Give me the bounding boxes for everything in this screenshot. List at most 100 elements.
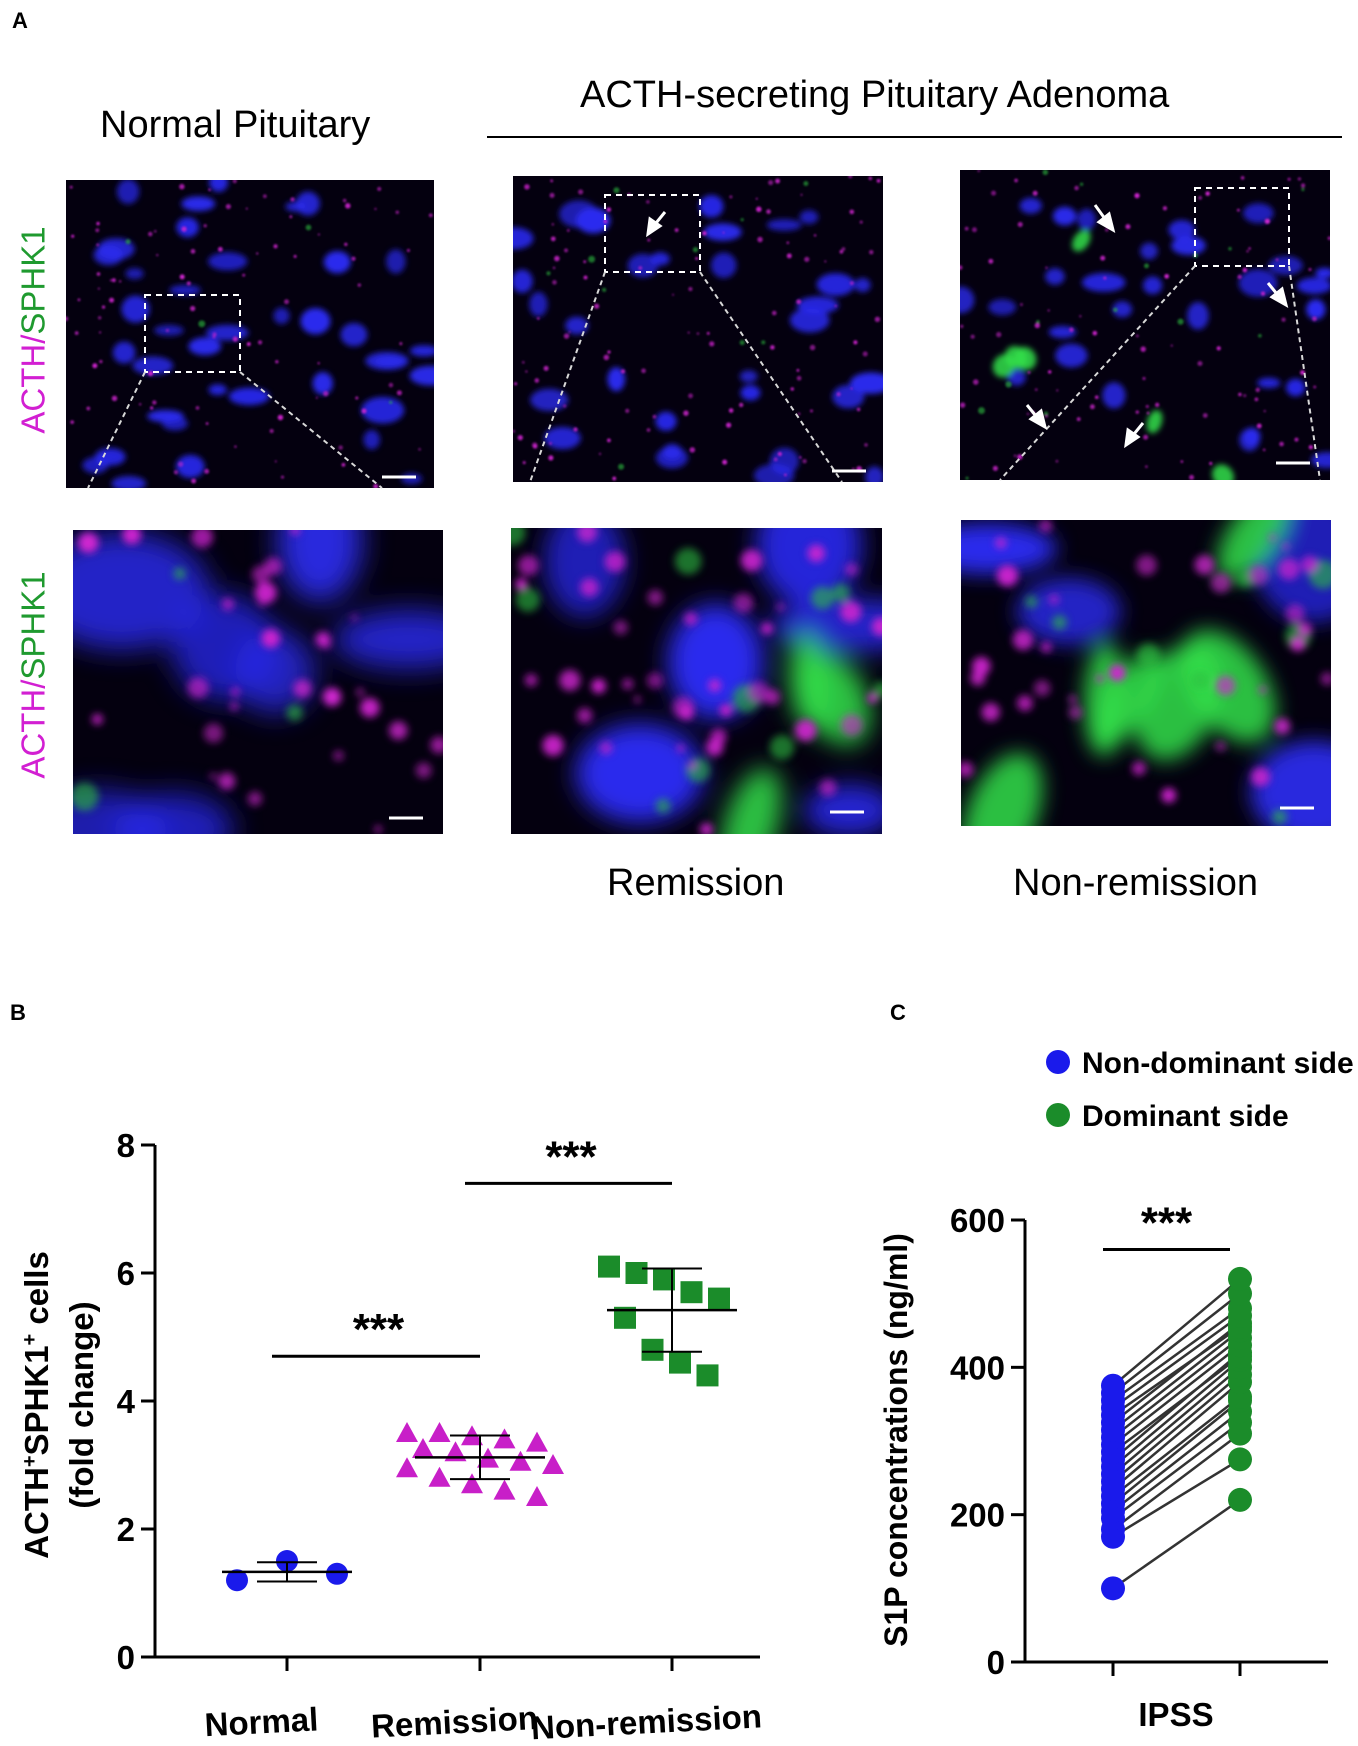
pair-line xyxy=(1112,1373,1241,1483)
pair-line xyxy=(1112,1410,1241,1512)
pair-line xyxy=(1112,1307,1241,1402)
y-tick-label-b: 0 xyxy=(117,1639,135,1676)
micrograph-nonremission-zoom xyxy=(961,520,1331,826)
data-point-remission xyxy=(526,1486,548,1506)
pair-line xyxy=(1112,1344,1241,1446)
pair-line xyxy=(1112,1329,1241,1431)
pair-line xyxy=(1112,1366,1241,1476)
legend-label-non-dominant: Non-dominant side xyxy=(1082,1047,1354,1080)
data-point-nonremission xyxy=(653,1268,675,1291)
pair-line xyxy=(1112,1336,1241,1439)
data-point-nonremission xyxy=(696,1364,719,1387)
data-point-remission xyxy=(396,1457,418,1478)
legend-label-dominant: Dominant side xyxy=(1082,1100,1289,1133)
arrow-icon xyxy=(646,211,667,238)
data-point-dominant xyxy=(1228,1447,1252,1472)
data-point-remission xyxy=(493,1428,516,1449)
panel-c-letter: C xyxy=(890,1000,906,1025)
data-point-nonremission xyxy=(708,1287,730,1310)
micrograph-normal-zoom xyxy=(73,530,443,834)
pair-line xyxy=(1112,1498,1241,1590)
roi-box-nonremission xyxy=(1194,187,1290,267)
normal-pituitary-title: Normal Pituitary xyxy=(100,104,371,146)
data-point-remission xyxy=(542,1454,564,1474)
significance-label: *** xyxy=(353,1305,405,1354)
y-axis-label-c: S1P concentrations (ng/ml) xyxy=(878,1233,914,1647)
pair-line xyxy=(1112,1359,1241,1468)
pair-line xyxy=(1112,1325,1241,1417)
data-point-remission xyxy=(396,1422,418,1442)
pair-line xyxy=(1112,1395,1241,1498)
data-point-nonremission xyxy=(680,1281,703,1304)
pair-line xyxy=(1112,1458,1241,1538)
y-tick-label-c: 0 xyxy=(987,1644,1005,1681)
data-point-normal xyxy=(226,1569,248,1592)
arrow-icon xyxy=(1025,404,1048,431)
roi-box-remission xyxy=(604,194,701,273)
data-point-remission xyxy=(493,1479,516,1500)
legend-c: Non-dominant side Dominant side xyxy=(1046,1047,1354,1133)
significance-label-c: *** xyxy=(1141,1198,1193,1247)
x-axis-label-c: IPSS xyxy=(1138,1696,1213,1733)
remission-label: Remission xyxy=(607,862,785,904)
adenoma-title: ACTH-secreting Pituitary Adenoma xyxy=(580,74,1170,116)
y-tick-label-c: 600 xyxy=(950,1202,1005,1239)
micrograph-nonremission-overview xyxy=(960,170,1330,480)
data-point-nonremission xyxy=(625,1262,648,1284)
pair-line xyxy=(1112,1277,1241,1387)
data-point-remission xyxy=(428,1422,451,1442)
x-tick-label-b-non-remission: Non-remission xyxy=(530,1697,763,1746)
data-point-nonremission xyxy=(614,1306,636,1329)
panel-b-letter: B xyxy=(10,1000,26,1025)
y-tick-label-c: 400 xyxy=(950,1349,1005,1386)
y-axis-label-b-line2: (fold change) xyxy=(63,1301,100,1508)
pair-line xyxy=(1112,1421,1241,1520)
data-point-dominant xyxy=(1228,1266,1252,1291)
x-tick-label-b-remission: Remission xyxy=(370,1699,539,1745)
data-point-non-dominant xyxy=(1101,1373,1125,1398)
x-tick-label-b-normal: Normal xyxy=(204,1700,319,1743)
data-point-dominant xyxy=(1228,1487,1252,1512)
y-tick-label-b: 8 xyxy=(117,1127,135,1164)
micrograph-remission-zoom xyxy=(511,528,882,834)
y-tick-label-b: 4 xyxy=(117,1383,136,1420)
scale-bars xyxy=(382,461,1314,820)
data-point-normal xyxy=(326,1562,348,1585)
data-point-remission xyxy=(428,1466,451,1487)
nonremission-label: Non-remission xyxy=(1013,862,1258,904)
pair-line xyxy=(1112,1322,1241,1424)
zoom-connectors xyxy=(87,187,1321,820)
data-point-remission xyxy=(412,1438,434,1458)
data-point-nonremission xyxy=(669,1351,691,1374)
pair-line xyxy=(1112,1292,1241,1395)
y-tick-label-c: 200 xyxy=(950,1497,1005,1534)
data-point-remission xyxy=(526,1431,548,1452)
pair-line xyxy=(1112,1432,1241,1531)
y-axis-label-b-line1: ACTH+SPHK1+ cells xyxy=(18,1251,55,1559)
data-point-normal xyxy=(276,1550,298,1572)
significance-label: *** xyxy=(545,1132,597,1181)
pair-line xyxy=(1112,1381,1241,1490)
pair-line xyxy=(1112,1399,1241,1505)
micrograph-normal-overview xyxy=(66,180,434,488)
micrograph-remission-overview xyxy=(513,176,883,482)
arrow-icon xyxy=(1093,204,1116,234)
data-point-remission xyxy=(461,1473,483,1494)
data-point-nonremission xyxy=(598,1255,620,1278)
roi-box-normal xyxy=(144,294,241,373)
data-point-remission xyxy=(509,1450,532,1471)
legend-marker-non-dominant xyxy=(1046,1050,1070,1074)
pair-line xyxy=(1112,1355,1241,1454)
panel-a-letter: A xyxy=(12,8,28,33)
legend-marker-dominant xyxy=(1046,1103,1070,1127)
y-tick-label-b: 6 xyxy=(117,1255,135,1292)
adenoma-title-rule xyxy=(487,136,1342,138)
pair-line xyxy=(1112,1351,1241,1461)
y-tick-label-b: 2 xyxy=(117,1511,135,1548)
chart-c: Non-dominant side Dominant side 0 200 400 6… xyxy=(878,1047,1354,1733)
arrow-icon xyxy=(1266,282,1289,309)
data-point-non-dominant xyxy=(1101,1576,1125,1601)
arrow-icon xyxy=(1124,422,1145,449)
data-point-nonremission xyxy=(641,1338,664,1361)
